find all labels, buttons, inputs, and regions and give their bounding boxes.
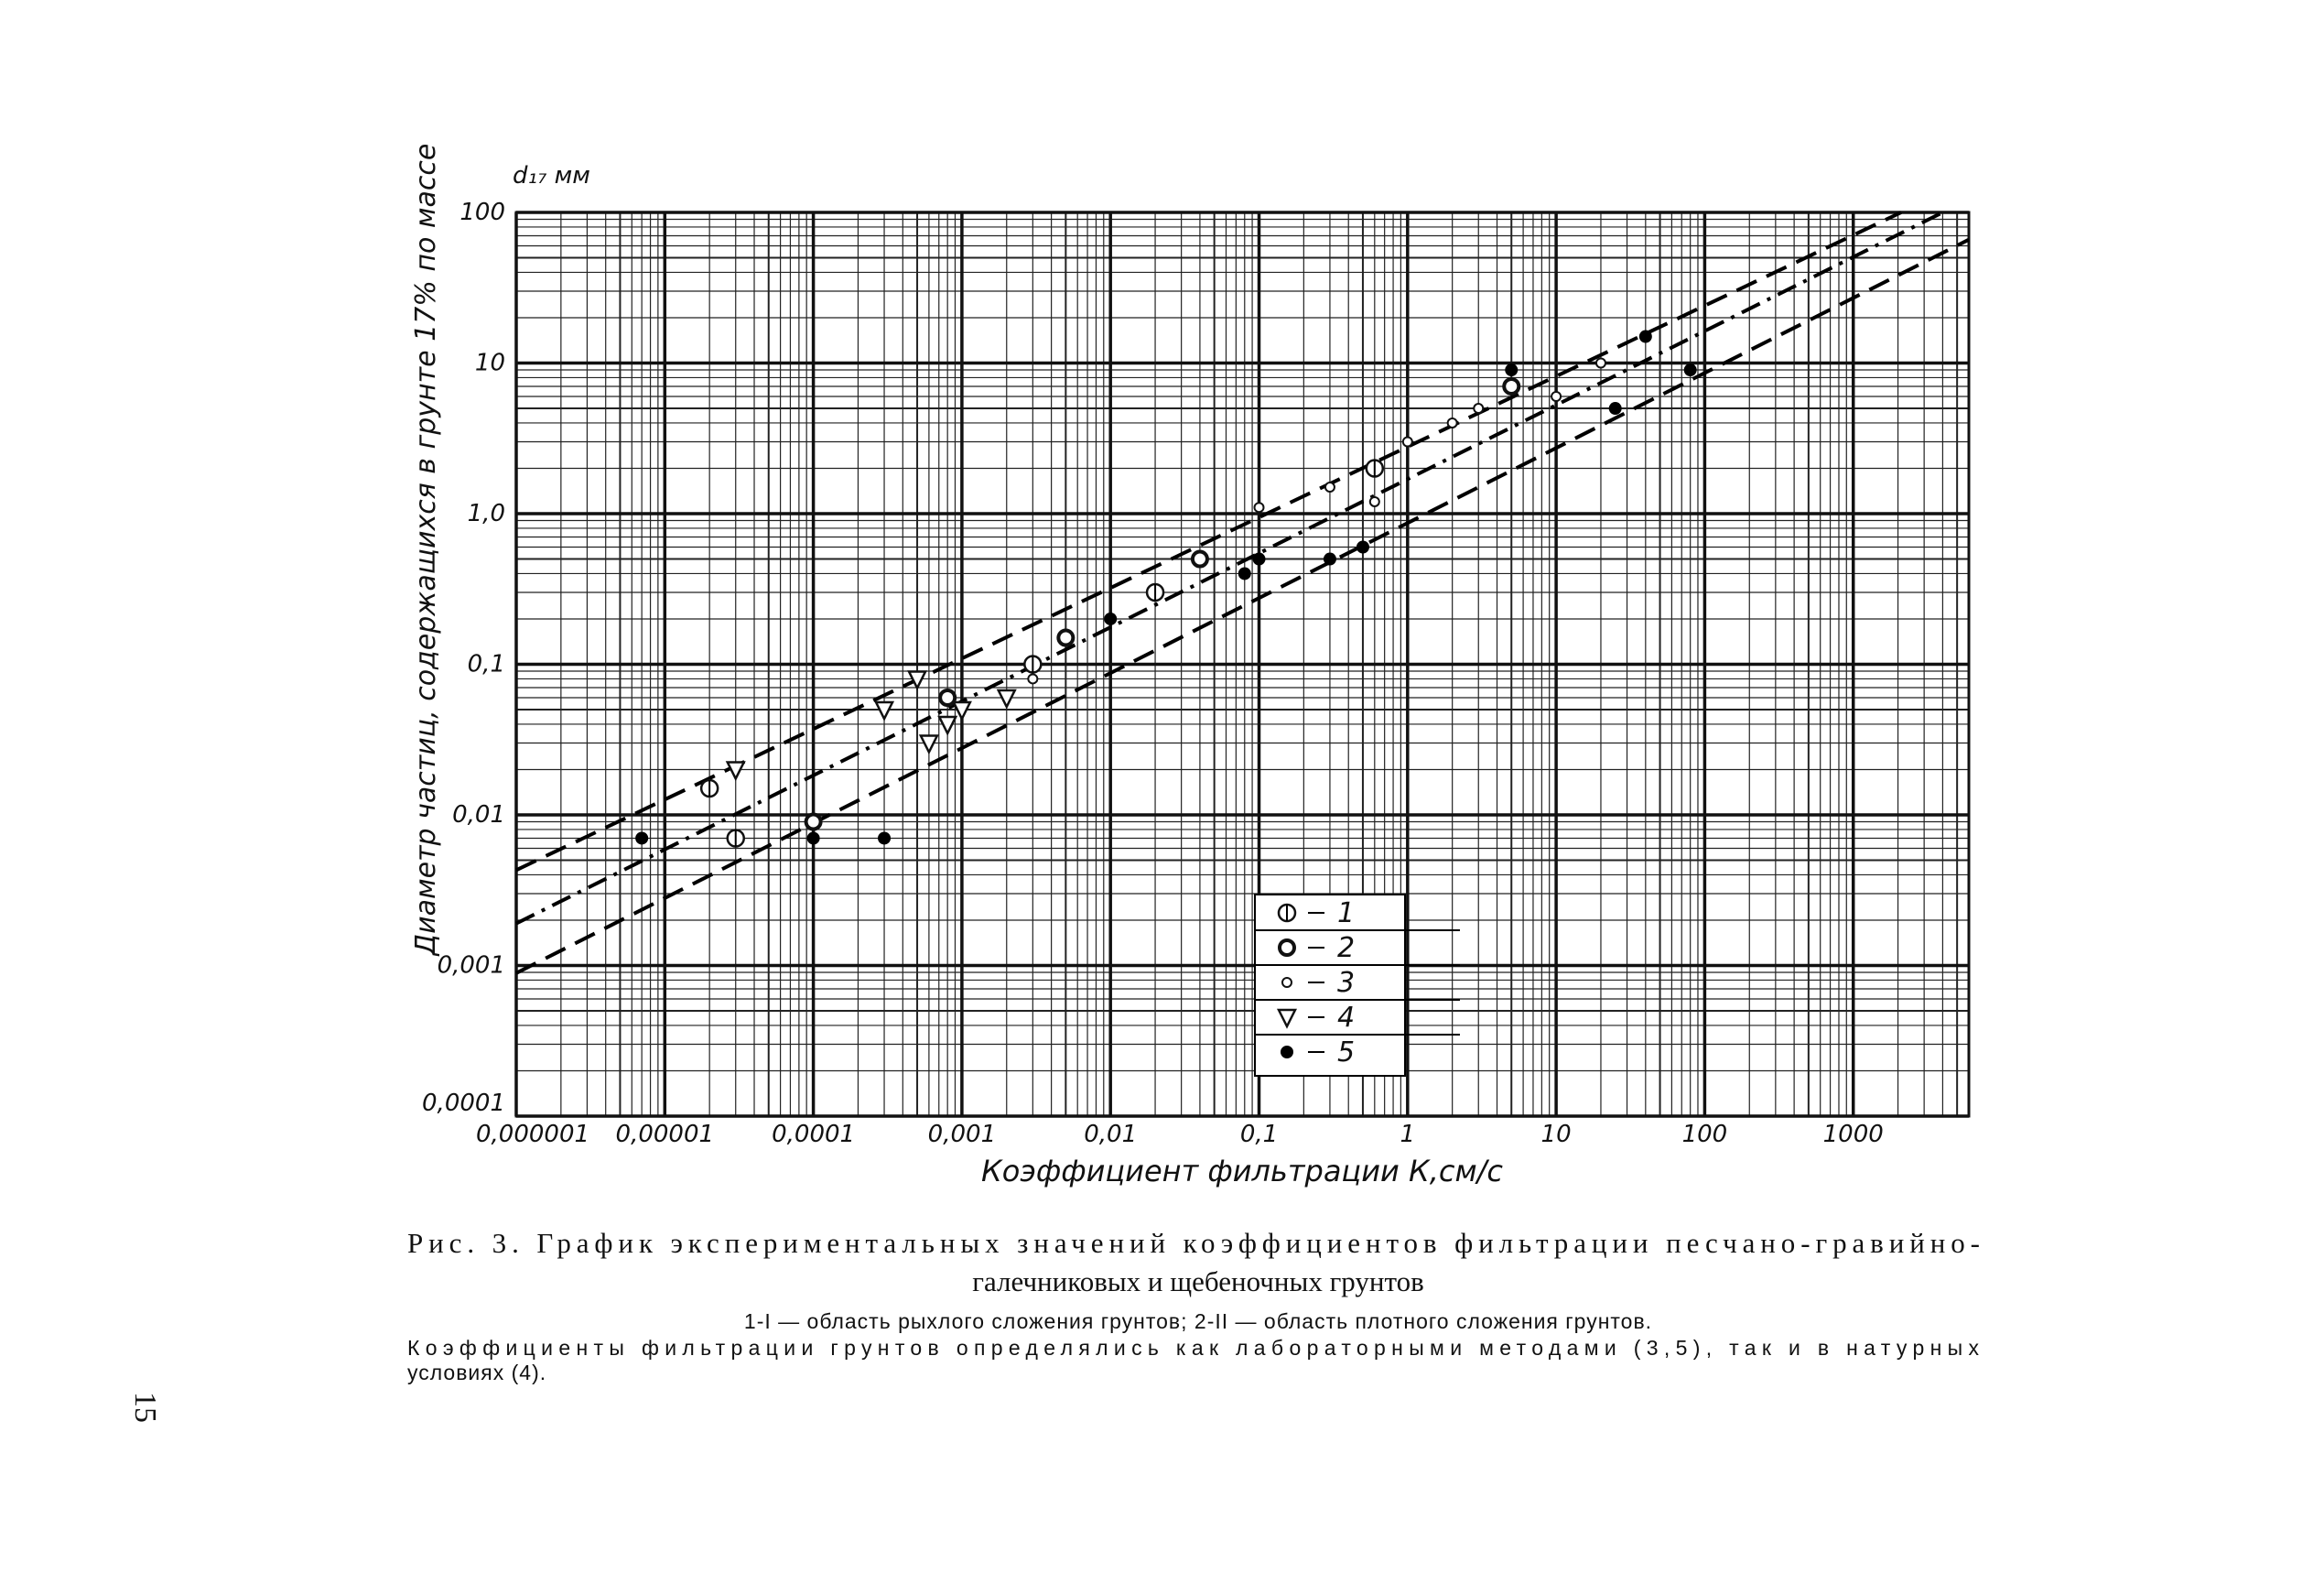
point: [725, 761, 746, 782]
caption-line: Рис. 3. График экспериментальных значени…: [407, 1227, 1980, 1259]
point: [878, 831, 892, 845]
point: [1324, 482, 1335, 494]
y-axis-label: Диаметр частиц, содержащихся в грунте 17…: [410, 144, 442, 958]
x-tick-label: 10: [1541, 1121, 1572, 1148]
legend-label: 3: [1337, 967, 1355, 999]
legend-box: [1254, 894, 1406, 1077]
point: [1253, 502, 1265, 514]
x-tick-label: 0,01: [1084, 1121, 1137, 1148]
legend-label: 4: [1337, 1002, 1355, 1034]
legend-marker: [1276, 1008, 1298, 1029]
legend-marker: [1278, 938, 1296, 957]
legend-marker: [1281, 1046, 1293, 1058]
note-line: Коэффициенты фильтрации грунтов определя…: [407, 1336, 1980, 1360]
page-number: 15: [128, 1392, 162, 1423]
point: [1473, 403, 1485, 415]
boundary-line: [515, 211, 1944, 926]
x-tick-label: 0,001: [928, 1121, 996, 1148]
note-line: условиях (4).: [407, 1361, 546, 1384]
point: [1594, 357, 1606, 369]
note-line: 1-I — область рыхлого сложения грунтов; …: [744, 1309, 1652, 1333]
y-tick-label: 0,0001: [422, 1090, 505, 1117]
point: [1027, 673, 1039, 685]
point: [1608, 402, 1622, 416]
point: [1252, 552, 1266, 566]
x-tick-label: 1000: [1823, 1121, 1884, 1148]
x-tick-label: 100: [1682, 1121, 1728, 1148]
plot-frame: [514, 211, 1971, 1118]
point: [874, 700, 895, 721]
point: [918, 734, 939, 755]
point: [1505, 363, 1519, 377]
point: [1323, 552, 1336, 566]
boundary-line: [515, 211, 1902, 873]
point: [937, 715, 958, 736]
point: [1104, 612, 1118, 625]
legend-label: 2: [1337, 932, 1355, 964]
point: [1368, 495, 1380, 507]
legend-label: 1: [1337, 897, 1355, 929]
point: [1401, 436, 1413, 448]
caption-line: галечниковых и щебеночных грунтов: [972, 1265, 1424, 1297]
legend-label: 5: [1337, 1036, 1355, 1069]
point: [1190, 549, 1209, 569]
boundary-line: [515, 237, 1970, 975]
y-tick-label: 0,01: [452, 801, 505, 829]
y-tick-label: 100: [459, 199, 505, 226]
x-tick-label: 0,00001: [616, 1121, 715, 1148]
point: [996, 689, 1017, 710]
point: [1502, 376, 1521, 396]
legend-marker: [1281, 977, 1292, 988]
point: [951, 700, 972, 721]
point: [1446, 417, 1458, 429]
point: [1551, 390, 1562, 402]
x-tick-label: 0,000001: [476, 1121, 589, 1148]
x-axis-label: Коэффициент фильтрации К,см/с: [981, 1154, 1503, 1188]
y-tick-label: 0,1: [468, 651, 505, 678]
point: [804, 812, 823, 831]
y-unit: d₁₇ мм: [513, 162, 590, 190]
x-tick-label: 1: [1400, 1121, 1416, 1148]
point: [1683, 363, 1697, 377]
point: [806, 831, 820, 845]
point: [635, 831, 649, 845]
point: [1238, 567, 1251, 580]
y-tick-label: 1,0: [468, 500, 505, 527]
x-tick-label: 0,0001: [772, 1121, 855, 1148]
y-tick-label: 10: [475, 350, 505, 377]
y-tick-label: 0,001: [438, 952, 505, 980]
x-tick-label: 0,1: [1240, 1121, 1278, 1148]
point: [938, 688, 957, 707]
point: [907, 670, 928, 691]
point: [1638, 330, 1652, 343]
point: [1356, 540, 1369, 554]
point: [1056, 628, 1076, 647]
